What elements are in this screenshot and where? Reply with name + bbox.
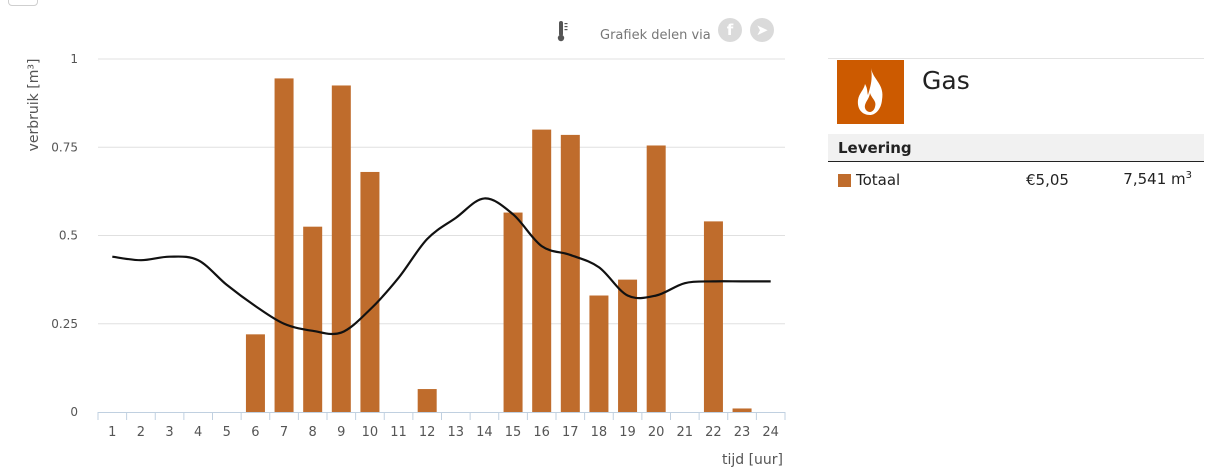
x-tick-label: 9 <box>337 425 345 440</box>
bar[interactable] <box>245 334 265 412</box>
row-label: Totaal <box>856 171 901 189</box>
bar[interactable] <box>360 171 380 412</box>
x-tick-label: 19 <box>619 425 636 440</box>
x-tick-label: 20 <box>648 425 665 440</box>
x-tick-label: 22 <box>705 425 722 440</box>
y-tick-label: 0.5 <box>59 229 78 243</box>
twitter-icon[interactable]: ➤ <box>750 18 774 42</box>
bar[interactable] <box>703 221 723 412</box>
bar[interactable] <box>732 408 752 412</box>
gas-badge <box>837 60 904 124</box>
x-tick-label: 1 <box>108 425 116 440</box>
grid-lines <box>98 58 785 325</box>
x-tick-label: 6 <box>251 425 259 440</box>
x-tick-label: 17 <box>562 425 579 440</box>
x-tick-label: 23 <box>734 425 751 440</box>
bar[interactable] <box>503 212 523 412</box>
thermometer-icon[interactable] <box>556 20 568 42</box>
facebook-icon[interactable]: f <box>718 18 742 42</box>
bar[interactable] <box>417 389 437 412</box>
share-label: Grafiek delen via <box>600 28 711 43</box>
y-tick-label: 0 <box>70 405 78 419</box>
x-tick-label: 14 <box>476 425 493 440</box>
levering-header: Levering <box>828 134 1204 162</box>
series-line <box>112 197 771 336</box>
panel-divider <box>828 58 1204 59</box>
bar[interactable] <box>560 134 580 412</box>
bar[interactable] <box>589 295 609 412</box>
row-amount-value: 7,541 m <box>1123 170 1186 188</box>
x-tick-label: 18 <box>591 425 608 440</box>
x-tick-label: 8 <box>309 425 317 440</box>
row-amount-unit-exp: 3 <box>1185 170 1192 181</box>
gas-title: Gas <box>922 66 970 95</box>
x-tick-label: 13 <box>448 425 465 440</box>
y-tick-label: 0.75 <box>51 140 78 154</box>
y-tick-label: 1 <box>70 52 78 66</box>
x-axis-ticks <box>97 412 786 420</box>
x-axis-title: tijd [uur] <box>722 452 783 468</box>
flame-icon <box>857 68 883 115</box>
bar[interactable] <box>646 145 666 413</box>
bar[interactable] <box>303 226 323 412</box>
y-axis-title: verbruik [m³] <box>26 59 42 152</box>
bar[interactable] <box>532 129 552 412</box>
x-tick-label: 15 <box>505 425 522 440</box>
bar[interactable] <box>331 85 351 412</box>
x-tick-label: 7 <box>280 425 288 440</box>
x-tick-label: 12 <box>419 425 436 440</box>
x-tick-label: 10 <box>362 425 379 440</box>
x-tick-label: 2 <box>137 425 145 440</box>
x-tick-label: 5 <box>223 425 231 440</box>
row-amount: 7,541 m3 <box>1123 170 1192 188</box>
x-tick-label: 11 <box>390 425 407 440</box>
bar[interactable] <box>618 279 638 412</box>
x-tick-label: 21 <box>677 425 694 440</box>
levering-row-totaal: Totaal €5,05 7,541 m3 <box>828 170 1204 192</box>
series-swatch <box>838 174 851 187</box>
y-tick-label: 0.25 <box>51 317 78 331</box>
bars <box>245 78 752 413</box>
levering-label: Levering <box>838 139 912 157</box>
bar[interactable] <box>274 78 294 412</box>
top-left-tab[interactable] <box>8 0 38 6</box>
x-tick-label: 16 <box>533 425 550 440</box>
row-cost: €5,05 <box>1026 171 1069 189</box>
x-tick-label: 4 <box>194 425 202 440</box>
x-tick-label: 24 <box>762 425 779 440</box>
x-tick-label: 3 <box>165 425 173 440</box>
